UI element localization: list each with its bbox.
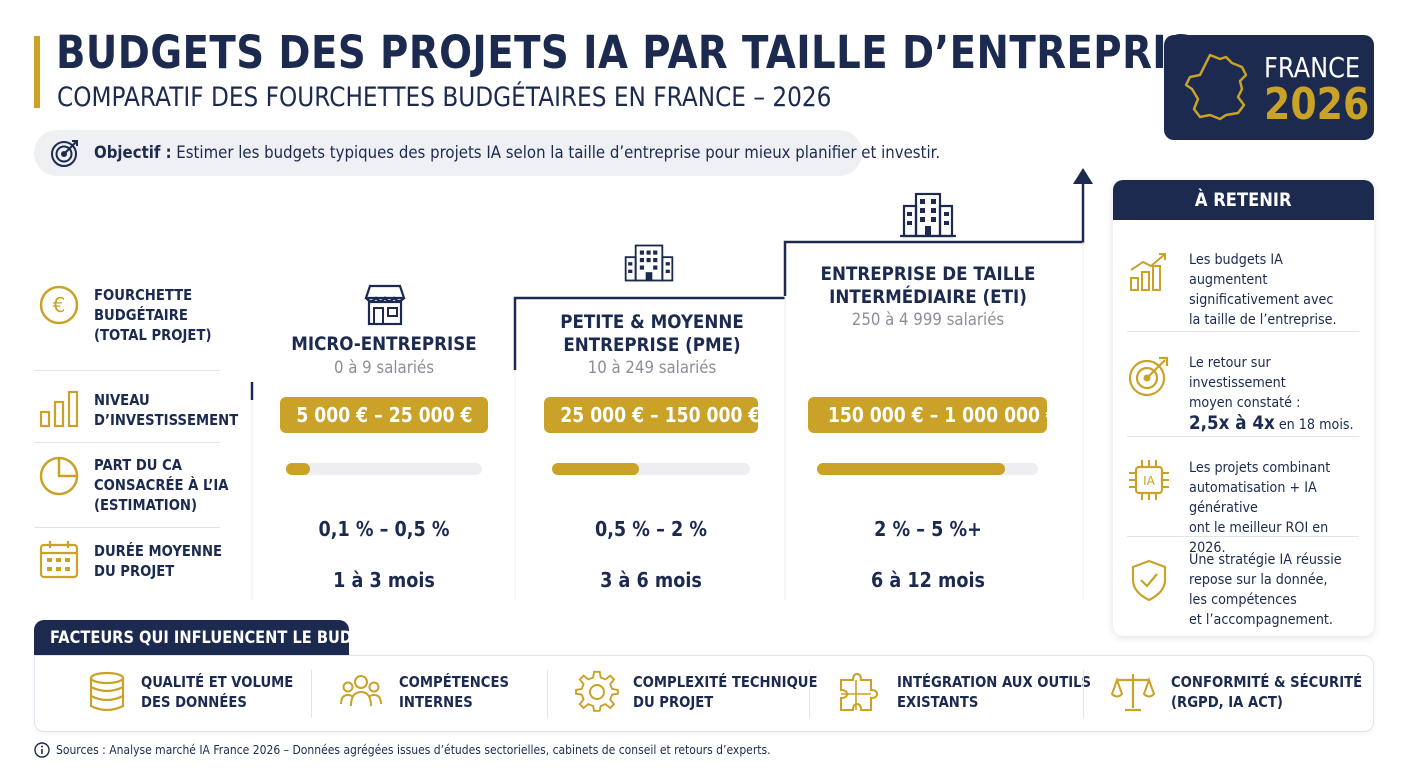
revenue-share-micro: 0,1 % – 0,5 % [318,517,450,541]
database-icon [89,671,125,712]
takeaway-divider [1127,436,1359,437]
factor-label: QUALITÉ ET VOLUME DES DONNÉES [141,673,294,711]
arrow-head [1073,168,1093,184]
factor-label: COMPÉTENCES INTERNES [399,673,510,711]
row-label-revenue-share: PART DU CA CONSACRÉE À L’IA (ESTIMATION) [94,456,229,514]
team-icon [340,675,382,707]
calendar-icon [39,541,79,579]
row-label-investment: NIVEAU D’INVESTISSEMENT [94,391,239,429]
pie-chart-icon [39,456,79,496]
scales-icon [1111,674,1155,712]
sources-text: Sources : Analyse marché IA France 2026 … [56,743,771,757]
investment-track-pme [552,463,750,475]
euro-icon: € [39,285,79,325]
column-title-micro: MICRO-ENTREPRISE [291,333,477,355]
page-subtitle: COMPARATIF DES FOURCHETTES BUDGÉTAIRES E… [57,82,832,113]
revenue-share-pme: 0,5 % – 2 % [594,517,708,541]
row-divider [34,370,220,371]
investment-fill-pme [552,463,640,475]
france-2026-badge: FRANCE 2026 [1164,35,1374,140]
target-icon [51,140,78,167]
badge-year: 2026 [1264,79,1370,130]
objective-text: Objectif : Estimer les budgets typiques … [94,143,940,163]
duration-micro: 1 à 3 mois [333,568,435,592]
row-label-budget: FOURCHETTE BUDGÉTAIRE (TOTAL PROJET) [94,286,212,344]
info-icon [34,742,50,758]
title-accent-bar [34,36,40,108]
row-divider [34,442,220,443]
duration-pme: 3 à 6 mois [600,568,702,592]
puzzle-icon [840,672,879,711]
growth-staircase [250,168,1093,600]
investment-track-eti [817,463,1038,475]
factor-divider [809,670,810,718]
factor-label: COMPLEXITÉ TECHNIQUE DU PROJET [633,673,818,711]
takeaway-divider [1127,536,1359,537]
key-takeaways-panel: À RETENIR Les budgets IA augmentent signi… [1113,180,1374,636]
budget-pill-pme: 25 000 € – 150 000 € [544,397,760,433]
takeaway-text: Une stratégie IA réussie repose sur la do… [1189,552,1342,628]
target-icon [1128,356,1169,397]
column-employees-eti: 250 à 4 999 salariés [851,310,1005,330]
investment-track-micro [286,463,482,475]
corporate-building-icon [900,192,956,238]
storefront-icon [364,284,406,326]
takeaway-text: Le retour sur investissement moyen consta… [1189,355,1354,434]
factor-divider [311,670,312,718]
shield-check-icon [1131,559,1167,602]
objective-label: Objectif : [94,143,172,163]
objective-description: Estimer les budgets typiques des projets… [176,143,941,163]
column-employees-pme: 10 à 249 salariés [587,358,717,378]
gear-icon [575,670,619,712]
stair-segment [783,174,1085,296]
factors-panel: QUALITÉ ET VOLUME DES DONNÉES COMPÉTENCES… [34,655,1374,732]
growth-chart-icon [1130,253,1166,291]
column-employees-micro: 0 à 9 salariés [333,358,435,378]
svg-text:IA: IA [1143,474,1156,488]
column-title-eti: ENTREPRISE DE TAILLE INTERMÉDIAIRE (ETI) [820,263,1036,308]
takeaway-text: Les projets combinant automatisation + IA… [1189,460,1331,556]
budget-pill-eti: 150 000 € – 1 000 000 €+ [808,397,1072,433]
stair-segment [513,296,785,370]
svg-text:€: € [53,293,66,317]
france-map-icon [1184,53,1248,121]
column-title-pme: PETITE & MOYENNE ENTREPRISE (PME) [560,311,744,356]
key-takeaways-title: À RETENIR [1113,180,1374,220]
duration-eti: 6 à 12 mois [871,568,985,592]
takeaway-divider [1127,331,1359,332]
office-building-icon [624,244,674,282]
factors-title: FACTEURS QUI INFLUENCENT LE BUDGET [34,620,384,656]
bar-chart-icon [39,390,79,428]
roi-highlight: 2,5x à 4x [1189,412,1275,434]
takeaway-text: Les budgets IA augmentent significativeme… [1189,252,1337,328]
ai-chip-icon: IA [1129,460,1169,500]
factor-divider [1083,670,1084,718]
factor-label: INTÉGRATION AUX OUTILS EXISTANTS [897,673,1092,711]
investment-fill-eti [817,463,1005,475]
revenue-share-eti: 2 % – 5 %+ [874,517,982,541]
page-title: BUDGETS DES PROJETS IA PAR TAILLE D’ENTR… [56,26,1223,79]
budget-pill-micro: 5 000 € – 25 000 € [280,397,488,433]
factor-divider [547,670,548,718]
row-divider [34,527,220,528]
objective-banner: Objectif : Estimer les budgets typiques … [34,130,940,176]
factor-label: CONFORMITÉ & SÉCURITÉ (RGPD, IA ACT) [1171,673,1363,711]
badge-label: FRANCE [1264,51,1361,84]
investment-fill-micro [286,463,310,475]
row-label-duration: DURÉE MOYENNE DU PROJET [94,542,223,580]
